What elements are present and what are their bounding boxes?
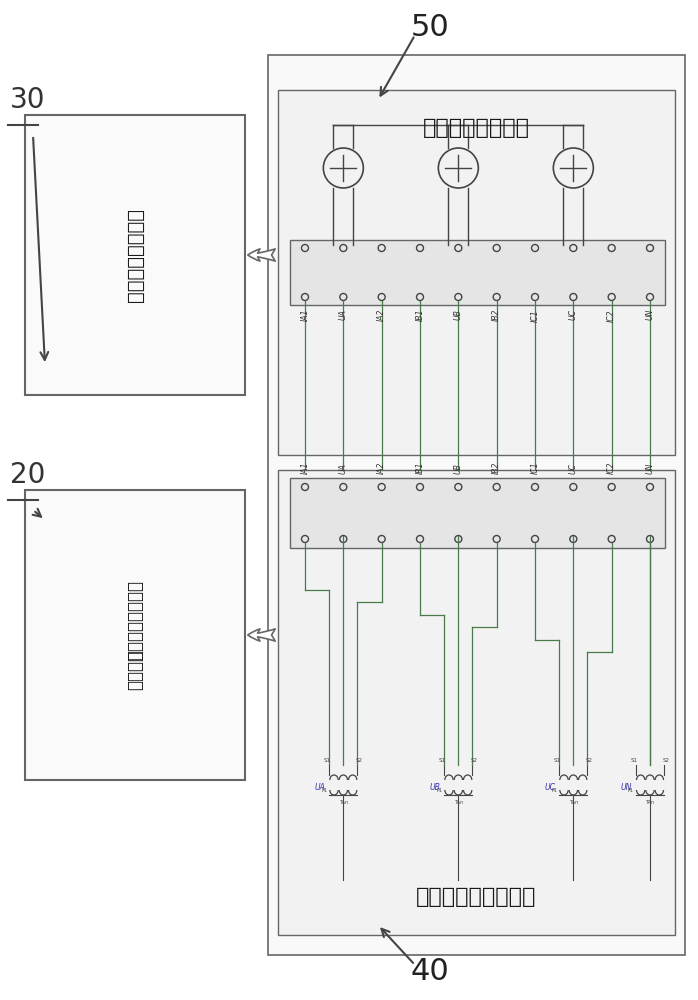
Text: 50: 50 — [410, 13, 450, 42]
Text: 判定装置: 判定装置 — [126, 650, 144, 690]
Bar — [290, 478, 665, 548]
Text: IB1: IB1 — [415, 462, 424, 474]
Text: TAn: TAn — [339, 800, 348, 805]
Text: S1: S1 — [324, 758, 331, 763]
Text: UN: UN — [646, 463, 655, 474]
Text: S1: S1 — [554, 758, 560, 763]
Text: TAn: TAn — [454, 800, 463, 805]
Text: TAn: TAn — [646, 800, 655, 805]
Text: S1: S1 — [439, 758, 446, 763]
Text: P1: P1 — [321, 788, 327, 792]
Text: IA1: IA1 — [301, 462, 309, 474]
Text: IC2: IC2 — [607, 462, 616, 474]
Text: 工艺智能识别装置: 工艺智能识别装置 — [126, 208, 144, 302]
Bar — [278, 90, 675, 455]
Text: IA2: IA2 — [377, 309, 386, 321]
Text: UC: UC — [569, 309, 578, 320]
Text: IC1: IC1 — [530, 462, 540, 474]
Text: IB2: IB2 — [492, 462, 501, 474]
Text: 电器互感器接线端: 电器互感器接线端 — [423, 118, 530, 138]
Text: IA1: IA1 — [301, 309, 309, 321]
Text: 40: 40 — [410, 958, 450, 986]
Text: UC: UC — [544, 782, 556, 792]
Text: 20: 20 — [10, 461, 45, 489]
Bar — [25, 115, 245, 395]
Text: IB2: IB2 — [492, 309, 501, 321]
Bar — [278, 470, 675, 935]
Bar — [25, 490, 245, 780]
Bar — [268, 55, 685, 955]
Text: P1: P1 — [551, 788, 557, 792]
Text: IA2: IA2 — [377, 462, 386, 474]
Text: 30: 30 — [10, 86, 45, 114]
Text: IB1: IB1 — [415, 309, 424, 321]
Bar — [290, 240, 665, 305]
Text: S2: S2 — [356, 758, 363, 763]
Text: 互感器二次个接线端: 互感器二次个接线端 — [416, 887, 537, 907]
Text: S1: S1 — [630, 758, 637, 763]
Text: UB: UB — [429, 782, 440, 792]
Text: IC1: IC1 — [530, 309, 540, 322]
Text: 电能计量接线正误: 电能计量接线正误 — [126, 580, 144, 660]
Text: UC: UC — [569, 463, 578, 474]
Text: IC2: IC2 — [607, 309, 616, 322]
Text: UN: UN — [646, 309, 655, 320]
Text: P1: P1 — [436, 788, 443, 792]
Text: UN: UN — [621, 782, 632, 792]
Text: UA: UA — [339, 309, 348, 320]
Text: TAn: TAn — [569, 800, 578, 805]
Text: P1: P1 — [628, 788, 634, 792]
Text: UB: UB — [454, 463, 463, 474]
Text: S2: S2 — [586, 758, 593, 763]
Text: UA: UA — [315, 782, 325, 792]
Text: UB: UB — [454, 309, 463, 320]
Text: UA: UA — [339, 463, 348, 474]
Text: S2: S2 — [662, 758, 669, 763]
Text: S2: S2 — [471, 758, 478, 763]
